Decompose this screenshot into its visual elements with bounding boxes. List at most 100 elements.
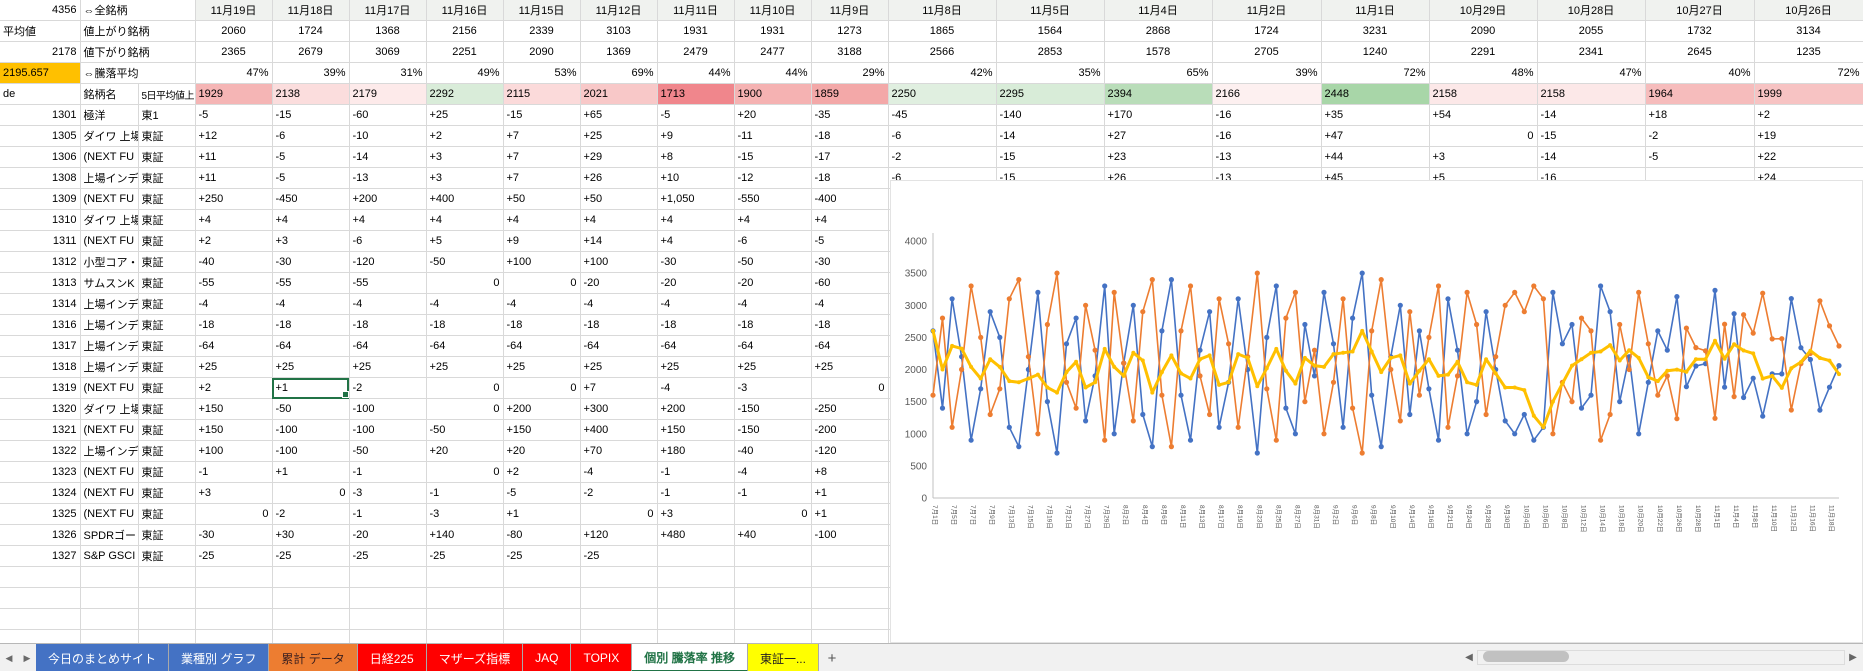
value-cell[interactable]: -6	[349, 230, 427, 252]
value-cell[interactable]: +29	[580, 146, 658, 168]
value-cell[interactable]: -64	[349, 335, 427, 357]
value-cell[interactable]: 0	[272, 482, 350, 504]
sheet-tab-8[interactable]: 東証一...	[747, 644, 819, 671]
decliners-count[interactable]: 2365	[195, 41, 273, 63]
value-cell[interactable]: -10	[349, 125, 427, 147]
advancers-count[interactable]: 1724	[1212, 20, 1322, 42]
value-cell[interactable]: +19	[1754, 125, 1863, 147]
avg5-value-cell[interactable]: 1929	[195, 83, 273, 105]
value-cell[interactable]: -400	[811, 188, 889, 210]
decliners-count[interactable]: 2853	[996, 41, 1105, 63]
stock-market[interactable]: 東証	[138, 503, 196, 525]
grid-cell[interactable]	[811, 629, 889, 643]
stock-market[interactable]: 東証	[138, 440, 196, 462]
value-cell[interactable]: -15	[734, 146, 812, 168]
value-cell[interactable]: -100	[349, 419, 427, 441]
updown-average-label[interactable]: ⇔騰落平均	[80, 62, 196, 84]
value-cell[interactable]: -6	[888, 125, 997, 147]
selected-cell[interactable]: +1	[272, 377, 350, 399]
value-cell[interactable]: +2	[1754, 104, 1863, 126]
stock-code[interactable]: 1314	[0, 293, 81, 315]
value-cell[interactable]: -64	[657, 335, 735, 357]
advancers-count[interactable]: 2868	[1104, 20, 1213, 42]
grid-cell[interactable]	[0, 629, 81, 643]
value-cell[interactable]: +25	[426, 104, 504, 126]
value-cell[interactable]: +4	[657, 230, 735, 252]
value-cell[interactable]: -25	[349, 545, 427, 567]
value-cell[interactable]: -20	[349, 524, 427, 546]
advancers-count[interactable]: 1564	[996, 20, 1105, 42]
value-cell[interactable]: -200	[811, 419, 889, 441]
stock-market[interactable]: 東証	[138, 314, 196, 336]
value-cell[interactable]: +25	[349, 356, 427, 378]
tab-scroll-right-icon[interactable]: ▶	[23, 652, 31, 663]
stock-market[interactable]: 東証	[138, 209, 196, 231]
advancers-count[interactable]: 2156	[426, 20, 504, 42]
value-cell[interactable]: +30	[272, 524, 350, 546]
value-cell[interactable]: -18	[503, 314, 581, 336]
stock-market[interactable]: 東証	[138, 167, 196, 189]
value-cell[interactable]: -5	[1645, 146, 1755, 168]
value-cell[interactable]: 0	[426, 272, 504, 294]
value-cell[interactable]: -1	[657, 461, 735, 483]
value-cell[interactable]: +35	[1321, 104, 1430, 126]
grid-cell[interactable]	[580, 608, 658, 630]
advance-ratio-cell[interactable]: 31%	[349, 62, 427, 84]
value-cell[interactable]: -5	[272, 167, 350, 189]
stock-market[interactable]: 東証	[138, 377, 196, 399]
decliners-count[interactable]: 2566	[888, 41, 997, 63]
stock-code[interactable]: 1308	[0, 167, 81, 189]
value-cell[interactable]: -30	[272, 251, 350, 273]
advance-ratio-cell[interactable]: 47%	[195, 62, 273, 84]
avg5-value-cell[interactable]: 1713	[657, 83, 735, 105]
advancers-count[interactable]: 1865	[888, 20, 997, 42]
grid-cell[interactable]	[349, 566, 427, 588]
scroll-right-icon[interactable]: ▶	[1849, 651, 1857, 663]
value-cell[interactable]: -64	[426, 335, 504, 357]
value-cell[interactable]: 0	[195, 503, 273, 525]
grid-cell[interactable]	[80, 608, 139, 630]
value-cell[interactable]: -64	[195, 335, 273, 357]
date-header[interactable]: 11月10日	[734, 0, 812, 21]
value-cell[interactable]: -2	[272, 503, 350, 525]
value-cell[interactable]: +180	[657, 440, 735, 462]
stock-name-header[interactable]: 銘柄名	[80, 83, 139, 105]
value-cell[interactable]: -550	[734, 188, 812, 210]
value-cell[interactable]: -18	[811, 125, 889, 147]
value-cell[interactable]: +140	[426, 524, 504, 546]
grid-cell[interactable]	[349, 587, 427, 609]
value-cell[interactable]: -6	[734, 230, 812, 252]
stock-market[interactable]: 東証	[138, 146, 196, 168]
value-cell[interactable]: -18	[734, 314, 812, 336]
grid-cell[interactable]	[426, 629, 504, 643]
value-cell[interactable]: +1,050	[657, 188, 735, 210]
decliners-count[interactable]: 3188	[811, 41, 889, 63]
advancers-count[interactable]: 1368	[349, 20, 427, 42]
value-cell[interactable]: 0	[1429, 125, 1538, 147]
value-cell[interactable]: -64	[811, 335, 889, 357]
stock-name[interactable]: 極洋	[80, 104, 139, 126]
stock-name[interactable]: (NEXT FU	[80, 461, 139, 483]
value-cell[interactable]: +4	[811, 209, 889, 231]
sheet-tab-6[interactable]: TOPIX	[571, 644, 633, 671]
grid-cell[interactable]	[811, 608, 889, 630]
value-cell[interactable]: +300	[580, 398, 658, 420]
stock-name[interactable]: (NEXT FU	[80, 146, 139, 168]
date-header[interactable]: 11月17日	[349, 0, 427, 21]
avg5-value-cell[interactable]: 2166	[1212, 83, 1322, 105]
value-cell[interactable]: 0	[734, 503, 812, 525]
value-cell[interactable]: -15	[272, 104, 350, 126]
avg5-value-cell[interactable]: 2295	[996, 83, 1105, 105]
value-cell[interactable]: +3	[1429, 146, 1538, 168]
average-label[interactable]: 平均値	[0, 20, 81, 42]
value-cell[interactable]: -18	[272, 314, 350, 336]
value-cell[interactable]: -50	[349, 440, 427, 462]
avg5-value-cell[interactable]: 2179	[349, 83, 427, 105]
stock-name[interactable]: (NEXT FU	[80, 482, 139, 504]
value-cell[interactable]: -20	[580, 272, 658, 294]
grid-cell[interactable]	[349, 608, 427, 630]
advance-ratio-cell[interactable]: 72%	[1754, 62, 1863, 84]
value-cell[interactable]: -4	[349, 293, 427, 315]
stock-name[interactable]: 上場インデ	[80, 314, 139, 336]
value-cell[interactable]: +100	[503, 251, 581, 273]
